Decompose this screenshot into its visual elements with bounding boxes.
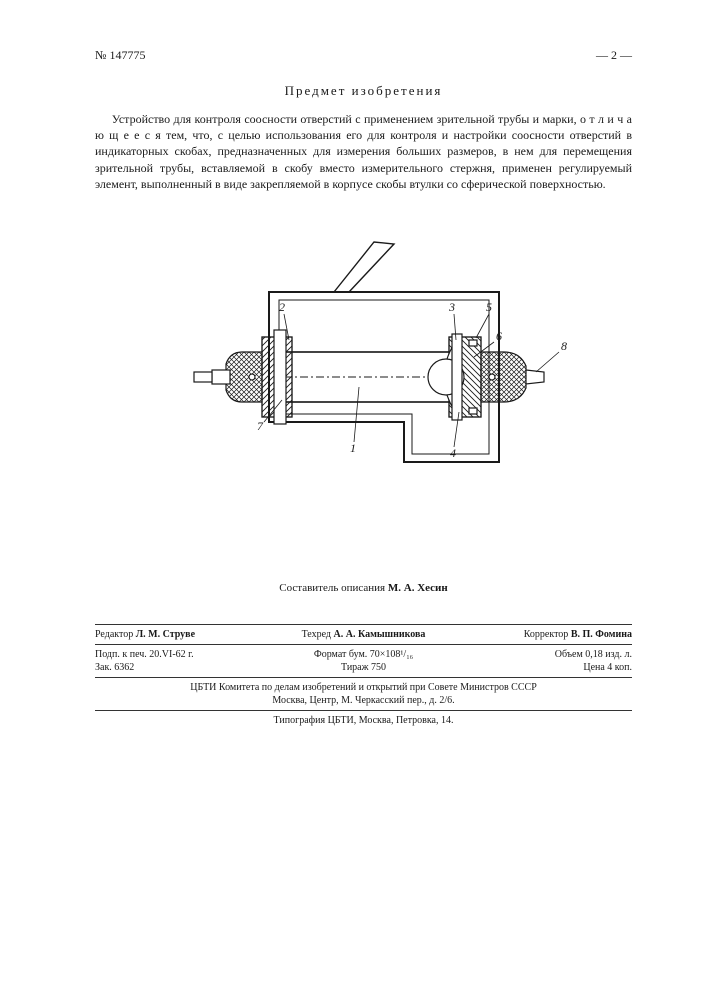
compiler-name: М. А. Хесин — [388, 582, 448, 594]
print-date: Подп. к печ. 20.VI-62 г. — [95, 649, 274, 660]
editor: Редактор Л. М. Струве — [95, 629, 274, 640]
compiler-line: Составитель описания М. А. Хесин — [95, 582, 632, 594]
corrector: Корректор В. П. Фомина — [453, 629, 632, 640]
section-title: Предмет изобретения — [95, 83, 632, 99]
press-line: Типография ЦБТИ, Москва, Петровка, 14. — [95, 715, 632, 726]
compiler-role: Составитель описания — [279, 582, 385, 594]
print-run: Тираж 750 — [274, 662, 453, 673]
divider-1 — [95, 624, 632, 625]
callout-1: 1 — [350, 441, 356, 455]
footer-row-3: Зак. 6362 Тираж 750 Цена 4 коп. — [95, 662, 632, 673]
body-paragraph: Устройство для контроля соосности отверс… — [95, 111, 632, 192]
footer-row-2: Подп. к печ. 20.VI-62 г. Формат бум. 70×… — [95, 649, 632, 660]
doc-number: № 147775 — [95, 48, 145, 63]
left-sleeve — [262, 330, 292, 424]
right-sleeve — [428, 334, 481, 420]
order-no: Зак. 6362 — [95, 662, 274, 673]
footer-row-1: Редактор Л. М. Струве Техред А. А. Камыш… — [95, 629, 632, 640]
figure-container: 1 2 3 4 5 6 7 8 — [95, 222, 632, 522]
techred: Техред А. А. Камышникова — [274, 629, 453, 640]
page-marker: — 2 — — [596, 48, 632, 63]
org-line-2: Москва, Центр, М. Черкасский пер., д. 2/… — [95, 695, 632, 706]
divider-2 — [95, 644, 632, 645]
paper-format: Формат бум. 70×108¹/₁₆ — [274, 649, 453, 660]
price: Цена 4 коп. — [453, 662, 632, 673]
callout-4: 4 — [450, 446, 456, 460]
page-header: № 147775 — 2 — — [95, 48, 632, 63]
page: № 147775 — 2 — Предмет изобретения Устро… — [0, 0, 707, 1000]
left-knurl-cap — [194, 352, 262, 402]
divider-3 — [95, 677, 632, 678]
callout-5: 5 — [486, 300, 492, 314]
volume: Объем 0,18 изд. л. — [453, 649, 632, 660]
diagram-svg: 1 2 3 4 5 6 7 8 — [134, 222, 594, 522]
right-knurl-cap — [481, 352, 544, 402]
divider-4 — [95, 710, 632, 711]
callout-2: 2 — [279, 300, 285, 314]
org-line-1: ЦБТИ Комитета по делам изобретений и отк… — [95, 682, 632, 693]
callout-3: 3 — [448, 300, 455, 314]
callout-6: 6 — [496, 329, 502, 343]
callout-8: 8 — [561, 339, 567, 353]
callout-7: 7 — [257, 419, 264, 433]
